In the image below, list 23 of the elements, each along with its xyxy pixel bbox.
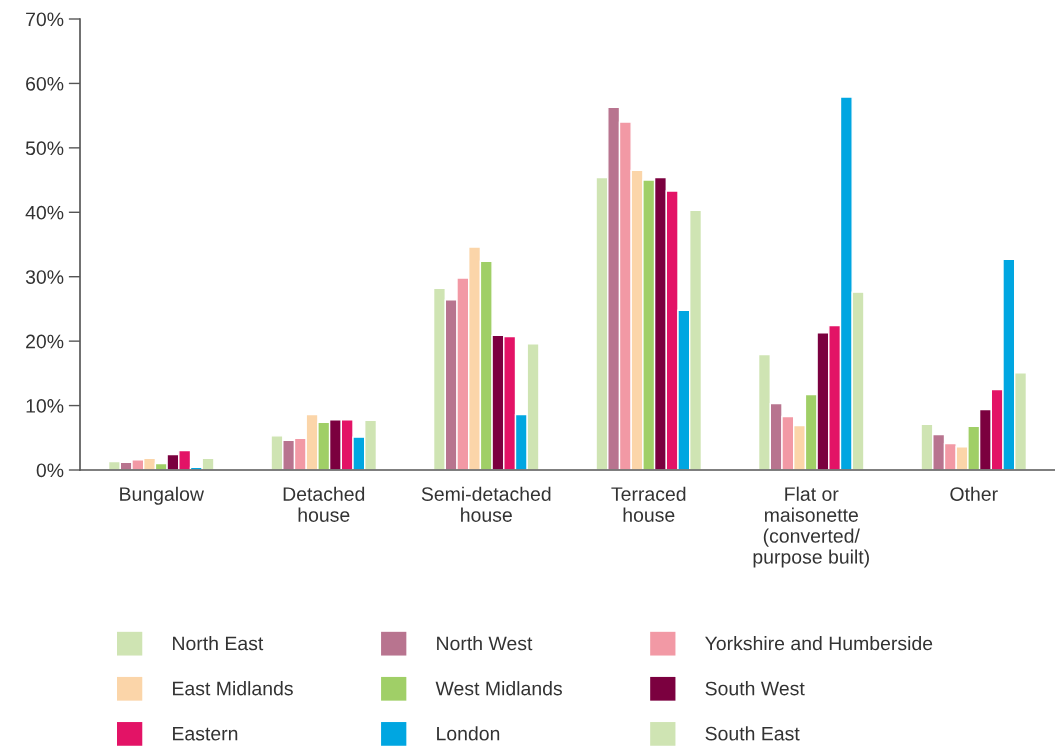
y-tick-label: 30%	[25, 270, 64, 284]
x-tick-label: Terraced house	[611, 486, 686, 522]
y-tick-label: 0%	[36, 463, 64, 478]
legend-label: Eastern	[173, 726, 238, 741]
x-tick-label: Semi-detached house	[421, 486, 551, 522]
x-tick-label: Bungalow	[120, 486, 204, 505]
y-tick-label: 70%	[26, 12, 64, 27]
x-tick-label: Detached house	[283, 486, 365, 522]
y-tick-label: 60%	[26, 76, 64, 91]
legend-label: South West	[705, 681, 805, 696]
x-tick-label: Other	[950, 486, 998, 501]
legend-label: South East	[705, 726, 800, 741]
y-tick-label: 40%	[25, 205, 64, 220]
legend-label: North East	[173, 636, 264, 651]
legend-label: North West	[437, 636, 533, 651]
legend-label: Yorkshire and Humberside	[705, 636, 933, 651]
legend-label: West Midlands	[435, 681, 562, 696]
legend-label: London	[437, 726, 500, 741]
x-tick-label: Flat or maisonette (converted/ purpose built)	[753, 486, 869, 568]
y-tick-label: 20%	[26, 334, 64, 349]
y-tick-label: 50%	[25, 141, 64, 156]
legend-label: East Midlands	[173, 681, 293, 696]
y-tick-label: 10%	[26, 399, 64, 413]
